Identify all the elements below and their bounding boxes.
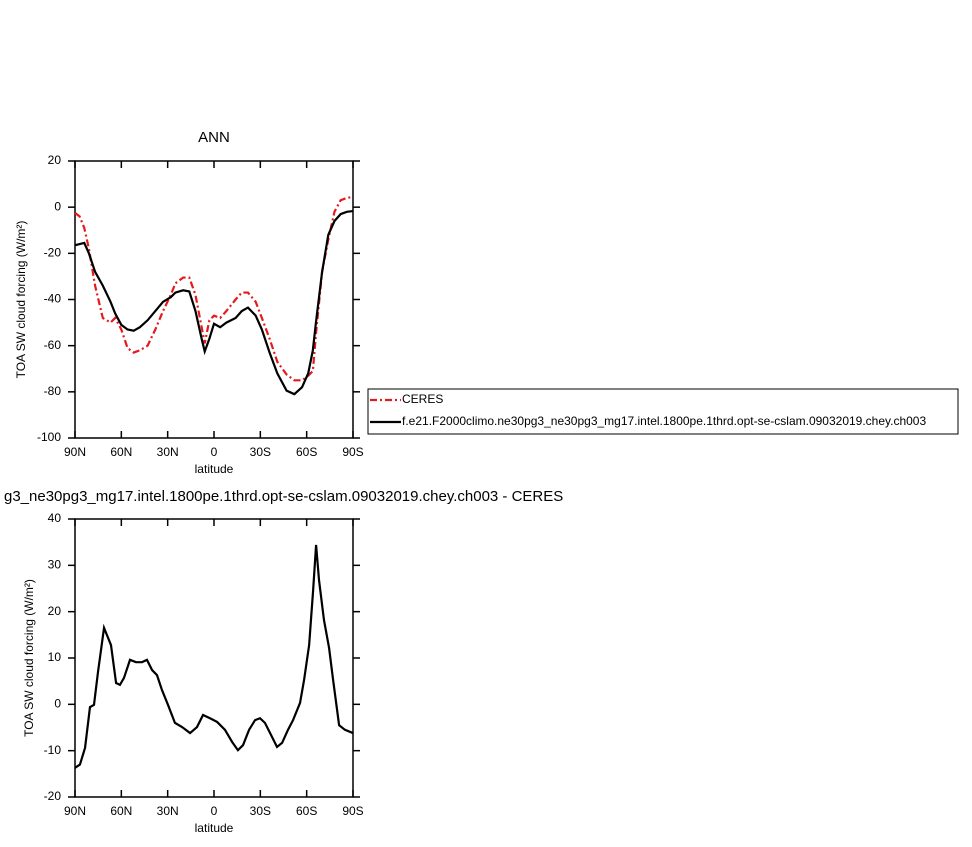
y-tick-label: 10 [48,650,62,664]
x-tick-label: 60S [296,445,317,459]
y-tick-label: -20 [44,246,62,260]
x-tick-label: 30N [157,804,179,818]
legend-label: f.e21.F2000climo.ne30pg3_ne30pg3_mg17.in… [402,414,926,428]
y-tick-label: 0 [54,697,61,711]
plot-frame [74,518,354,798]
x-tick-label: 60S [296,804,317,818]
y-tick-label: -60 [44,338,62,352]
x-tick-label: 30S [250,804,271,818]
y-tick-label: 40 [48,511,62,525]
chart-title: ANN [198,129,230,146]
x-tick-label: 90N [64,445,86,459]
y-tick-label: 20 [48,604,62,618]
data-line [74,209,354,396]
x-tick-label: 90S [342,445,363,459]
legend-label: CERES [402,392,443,406]
y-axis-label: TOA SW cloud forcing (W/m²) [14,221,28,379]
y-tick-label: 30 [48,558,62,572]
x-axis-label: latitude [195,462,234,476]
x-tick-label: 0 [211,804,218,818]
y-tick-label: -10 [44,743,62,757]
y-tick-label: 20 [48,153,62,167]
x-tick-label: 60N [110,445,132,459]
x-tick-label: 30S [250,445,271,459]
x-tick-label: 90S [342,804,363,818]
x-axis-label: latitude [195,821,234,835]
x-tick-label: 0 [211,445,218,459]
y-tick-label: -20 [44,789,62,803]
x-tick-label: 60N [110,804,132,818]
data-line [74,544,354,769]
y-tick-label: -80 [44,384,62,398]
y-tick-label: 0 [54,199,61,213]
y-tick-label: -100 [37,430,61,444]
chart-title: g3_ne30pg3_mg17.intel.1800pe.1thrd.opt-s… [4,488,563,505]
legend-box [367,388,959,435]
plot-frame [74,160,354,439]
x-tick-label: 90N [64,804,86,818]
y-axis-label: TOA SW cloud forcing (W/m²) [22,579,36,737]
x-tick-label: 30N [157,445,179,459]
data-line [74,195,354,382]
y-tick-label: -40 [44,292,62,306]
